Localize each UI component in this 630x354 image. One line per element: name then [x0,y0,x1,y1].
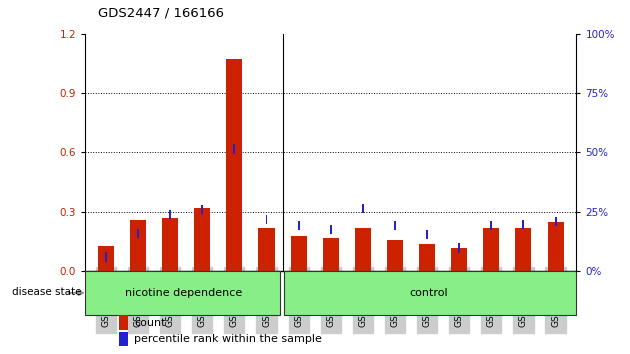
Bar [426,229,428,239]
Bar [162,218,178,271]
Bar [105,252,107,262]
Bar [451,247,467,271]
Text: GDS2447 / 166166: GDS2447 / 166166 [98,6,224,19]
Bar [137,229,139,238]
Bar [483,228,500,271]
Bar [234,144,236,154]
Bar [394,221,396,230]
Bar [355,228,371,271]
FancyBboxPatch shape [85,271,280,314]
Bar [258,228,275,271]
Bar [522,219,524,229]
Text: control: control [410,288,449,298]
Bar [98,246,114,271]
Bar [419,244,435,271]
Bar [290,236,307,271]
Bar [120,332,129,346]
Bar [329,224,332,234]
Text: nicotine dependence: nicotine dependence [125,288,242,298]
Bar [202,205,203,214]
Bar [323,238,339,271]
Text: disease state: disease state [13,287,82,297]
FancyBboxPatch shape [284,271,576,314]
Bar [554,217,556,226]
Bar [387,240,403,271]
Bar [490,221,492,230]
Bar [547,222,564,271]
Bar [362,204,364,213]
Bar [194,208,210,271]
Bar [458,244,460,253]
Bar [226,59,243,271]
Bar [169,210,171,219]
Text: percentile rank within the sample: percentile rank within the sample [134,334,322,344]
Bar [130,220,146,271]
Text: count: count [134,318,166,328]
Bar [266,215,268,224]
Bar [297,221,300,230]
Bar [120,315,129,330]
Bar [515,228,532,271]
